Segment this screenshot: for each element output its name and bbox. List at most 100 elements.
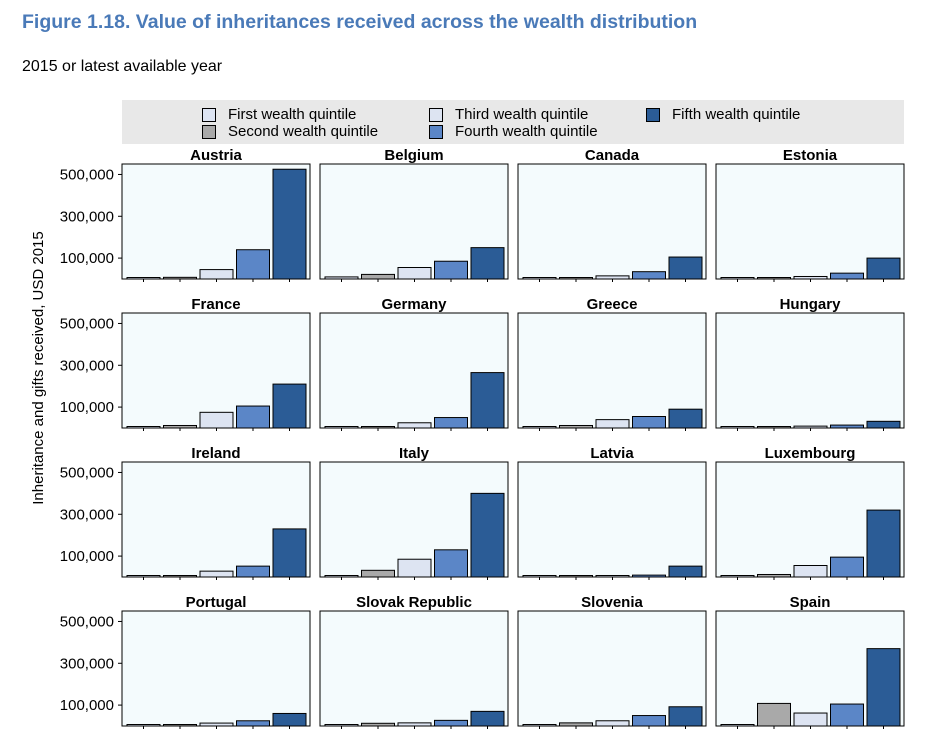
bar-luxembourg-q5	[866, 509, 901, 578]
bar-belgium-q5	[470, 247, 505, 280]
bar-latvia-q4	[632, 574, 666, 578]
y-tick-label-row3: 500,000	[60, 464, 114, 481]
bar-austria-q1	[126, 277, 161, 280]
legend-swatch-first	[202, 107, 216, 122]
bar-hungary-q4	[830, 424, 864, 429]
bar-canada-q2	[559, 277, 593, 280]
y-tick-label-row3: 300,000	[60, 506, 114, 523]
bar-slovak-republic-q5	[470, 710, 505, 727]
y-tick-label-row4: 300,000	[60, 655, 114, 672]
bar-austria-q3	[199, 269, 234, 280]
bar-hungary-q2	[757, 426, 791, 429]
bar-greece-q4	[632, 416, 666, 429]
y-tick-label-row1: 100,000	[60, 250, 114, 267]
panel-title-canada: Canada	[585, 147, 640, 164]
bar-luxembourg-q1	[720, 575, 755, 578]
panel-title-ireland: Ireland	[191, 445, 240, 462]
bar-germany-q2	[361, 426, 395, 429]
panel-title-latvia: Latvia	[590, 445, 634, 462]
bar-latvia-q1	[522, 575, 557, 578]
bar-hungary-q5	[866, 420, 901, 429]
panel-title-slovenia: Slovenia	[581, 594, 643, 611]
bar-germany-q4	[434, 417, 468, 429]
bar-ireland-q4	[236, 565, 270, 578]
legend-swatch-second	[202, 124, 216, 139]
panel-title-hungary: Hungary	[780, 296, 842, 313]
chart-legend: First wealth quintile Second wealth quin…	[122, 100, 904, 144]
y-axis-title: Inheritance and gifts received, USD 2015	[30, 231, 47, 505]
bar-estonia-q4	[830, 272, 864, 280]
y-tick-label-row2: 100,000	[60, 399, 114, 416]
bar-spain-q2	[757, 702, 791, 727]
bar-greece-q1	[522, 426, 557, 429]
bar-latvia-q5	[668, 565, 703, 578]
bar-luxembourg-q4	[830, 556, 864, 578]
legend-label-fourth: Fourth wealth quintile	[455, 123, 598, 140]
bar-france-q2	[163, 424, 197, 429]
bar-italy-q5	[470, 492, 505, 578]
bar-hungary-q3	[793, 425, 828, 429]
legend-label-third: Third wealth quintile	[455, 106, 589, 123]
y-tick-label-row4: 100,000	[60, 697, 114, 714]
bar-germany-q1	[324, 426, 359, 429]
bar-slovak-republic-q1	[324, 724, 359, 727]
bar-luxembourg-q3	[793, 565, 828, 578]
bar-austria-q4	[236, 249, 270, 280]
bar-belgium-q3	[397, 267, 432, 280]
bar-italy-q3	[397, 558, 432, 578]
y-tick-label-row4: 500,000	[60, 613, 114, 630]
bar-france-q4	[236, 405, 270, 429]
bar-belgium-q4	[434, 260, 468, 280]
bar-ireland-q3	[199, 570, 234, 578]
bar-latvia-q3	[595, 575, 630, 578]
bar-slovak-republic-q2	[361, 722, 395, 727]
legend-label-fifth: Fifth wealth quintile	[672, 106, 801, 123]
bar-canada-q1	[522, 277, 557, 280]
legend-item-third: Third wealth quintile	[429, 106, 588, 123]
bar-greece-q2	[559, 424, 593, 429]
bar-ireland-q2	[163, 575, 197, 578]
bar-canada-q4	[632, 271, 666, 280]
bar-france-q1	[126, 426, 161, 429]
bar-belgium-q2	[361, 273, 395, 280]
bar-slovenia-q1	[522, 724, 557, 727]
bar-slovenia-q5	[668, 706, 703, 727]
panel-frame-hungary	[715, 312, 905, 429]
bar-greece-q3	[595, 419, 630, 429]
legend-swatch-fourth	[429, 124, 443, 139]
figure-title: Figure 1.18. Value of inheritances recei…	[22, 11, 698, 33]
legend-swatch-fifth	[646, 107, 660, 122]
bar-portugal-q2	[163, 724, 197, 727]
bar-portugal-q4	[236, 720, 270, 727]
bar-greece-q5	[668, 408, 703, 429]
legend-item-fifth: Fifth wealth quintile	[646, 106, 800, 123]
bar-portugal-q1	[126, 724, 161, 727]
bar-estonia-q5	[866, 257, 901, 280]
bar-portugal-q3	[199, 722, 234, 727]
bar-slovak-republic-q4	[434, 719, 468, 727]
panel-title-germany: Germany	[381, 296, 447, 313]
panel-title-austria: Austria	[190, 147, 242, 164]
bar-ireland-q1	[126, 575, 161, 578]
bar-hungary-q1	[720, 426, 755, 429]
y-tick-label-row2: 500,000	[60, 315, 114, 332]
y-tick-label-row1: 500,000	[60, 166, 114, 183]
panel-title-greece: Greece	[587, 296, 638, 313]
bar-spain-q1	[720, 724, 755, 727]
panel-title-spain: Spain	[790, 594, 831, 611]
bar-austria-q5	[272, 168, 307, 280]
legend-item-second: Second wealth quintile	[202, 123, 378, 140]
panel-title-luxembourg: Luxembourg	[765, 445, 856, 462]
panel-frame-slovak-republic	[319, 610, 509, 727]
bar-italy-q4	[434, 549, 468, 578]
y-tick-label-row2: 300,000	[60, 357, 114, 374]
bar-germany-q5	[470, 372, 505, 429]
bar-spain-q5	[866, 648, 901, 727]
bar-italy-q2	[361, 569, 395, 578]
bar-ireland-q5	[272, 528, 307, 578]
bar-italy-q1	[324, 575, 359, 578]
bar-belgium-q1	[324, 276, 359, 280]
bar-slovenia-q2	[559, 722, 593, 727]
legend-swatch-third	[429, 107, 443, 122]
